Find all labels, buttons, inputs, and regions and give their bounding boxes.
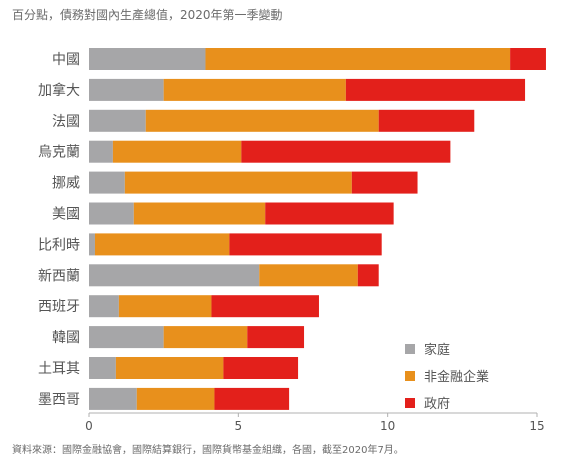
bar-segment-3-3 <box>378 109 475 132</box>
bar-segment-2-12 <box>136 387 215 410</box>
bar-segment-1-12 <box>89 387 137 410</box>
x-tick-label: 5 <box>235 419 243 433</box>
bar-segment-1-11 <box>89 357 116 379</box>
bar-segment-2-11 <box>115 357 224 379</box>
category-label: 美國 <box>52 207 80 223</box>
bar-segment-1-10 <box>89 326 164 349</box>
legend-label: 政府 <box>424 397 450 412</box>
bar-segment-3-8 <box>357 264 379 287</box>
bar-segment-2-7 <box>94 233 230 256</box>
category-label: 加拿大 <box>38 82 80 99</box>
legend-label: 非金融企業 <box>424 369 489 385</box>
category-label: 比利時 <box>38 237 80 253</box>
x-axis: 0 5 10 15 <box>85 412 545 433</box>
bar-segment-3-7 <box>229 233 382 256</box>
bar-segment-1-3 <box>89 109 146 132</box>
category-label: 土耳其 <box>38 361 80 377</box>
bar-segment-2-10 <box>163 326 248 349</box>
legend-swatch <box>405 371 415 381</box>
bar-segment-1-5 <box>89 171 125 194</box>
bar-segment-3-1 <box>510 48 546 70</box>
category-label: 中國 <box>52 52 80 68</box>
bar-segment-2-5 <box>124 171 352 194</box>
bar-segment-3-11 <box>223 357 299 379</box>
category-label: 西班牙 <box>38 299 80 315</box>
bar-segment-1-4 <box>89 140 113 163</box>
bar-segment-2-8 <box>259 264 358 287</box>
chart-subtitle: 百分點，債務對國內生產總值，2020年第一季變動 <box>12 8 283 22</box>
bar-segment-3-12 <box>214 387 290 410</box>
bar-segment-1-7 <box>89 233 95 256</box>
bar-segment-3-4 <box>241 140 451 163</box>
category-label: 烏克蘭 <box>38 144 80 161</box>
bars-layer <box>89 48 546 410</box>
legend-label: 家庭 <box>424 342 450 358</box>
bar-segment-1-9 <box>89 295 119 318</box>
bar-segment-3-10 <box>247 326 305 349</box>
category-label: 法國 <box>52 114 80 130</box>
bar-segment-3-2 <box>345 78 526 101</box>
bar-segment-3-5 <box>351 171 418 194</box>
bar-segment-2-2 <box>163 78 346 101</box>
bar-segment-3-9 <box>211 295 319 318</box>
category-label: 挪威 <box>52 176 80 192</box>
bar-segment-2-4 <box>112 140 242 163</box>
legend-swatch <box>405 344 415 354</box>
bar-segment-3-6 <box>265 202 394 225</box>
category-label: 韓國 <box>52 330 80 346</box>
x-tick-label: 10 <box>380 419 395 433</box>
category-label: 新西蘭 <box>38 268 80 284</box>
x-tick-label: 0 <box>85 419 93 433</box>
bar-segment-1-2 <box>89 78 164 101</box>
source-note: 資料來源：國際金融協會，國際結算銀行，國際貨幣基金組織，各國，截至2020年7月… <box>12 445 404 456</box>
category-label: 墨西哥 <box>38 392 80 408</box>
bar-segment-1-1 <box>89 48 206 70</box>
legend-swatch <box>405 398 415 408</box>
bar-segment-1-6 <box>89 202 134 225</box>
bar-segment-2-3 <box>145 109 379 132</box>
x-tick-label: 15 <box>529 419 544 433</box>
bar-segment-2-9 <box>118 295 212 318</box>
bar-segment-1-8 <box>89 264 260 287</box>
bar-segment-2-6 <box>133 202 266 225</box>
bar-segment-2-1 <box>205 48 511 70</box>
